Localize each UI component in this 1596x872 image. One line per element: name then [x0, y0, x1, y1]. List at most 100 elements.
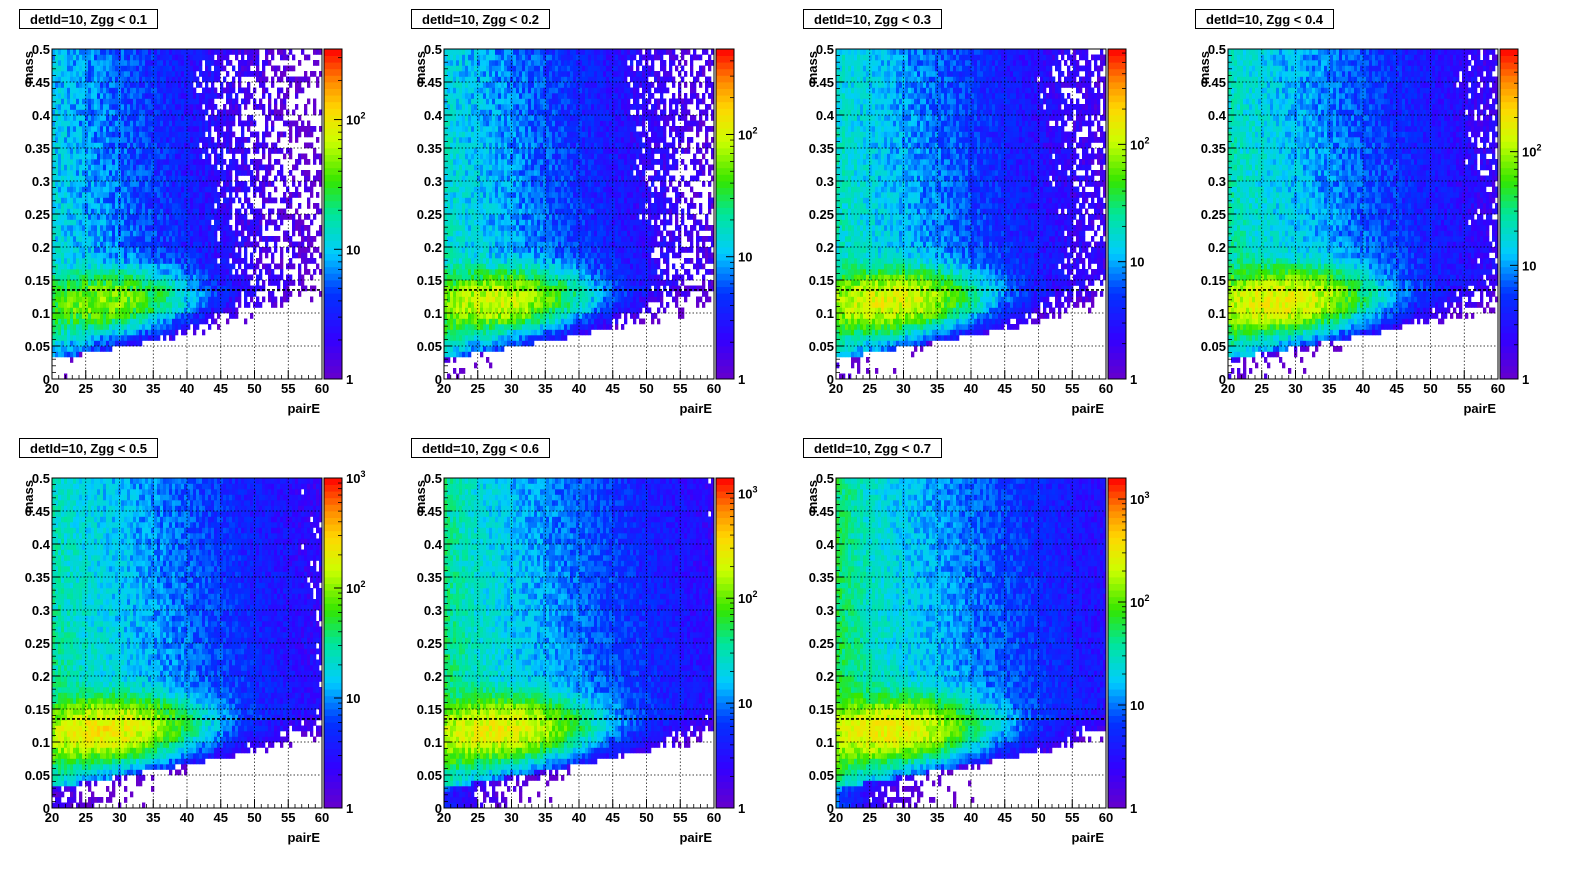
heatmap-cell	[286, 109, 290, 116]
heatmap-cell	[262, 296, 266, 303]
heatmap-cell	[313, 126, 317, 132]
heatmap-cell	[486, 340, 490, 347]
heatmap-cell	[226, 230, 230, 237]
heatmap-cell	[456, 208, 460, 215]
heatmap-cell	[193, 247, 197, 253]
heatmap-cell	[64, 54, 68, 61]
heatmap-cell	[136, 192, 140, 198]
colorbar-band	[324, 247, 342, 254]
heatmap-cell	[100, 71, 104, 77]
heatmap-cell	[73, 197, 77, 204]
heatmap-cell	[468, 252, 472, 259]
heatmap-cell	[76, 329, 80, 336]
heatmap-cell	[109, 208, 113, 215]
heatmap-cell	[67, 126, 71, 132]
y-tick-label: 0.4	[32, 108, 51, 123]
heatmap-cell	[178, 186, 182, 193]
heatmap-cell	[100, 318, 104, 325]
heatmap-cell	[480, 214, 484, 220]
heatmap-cell	[73, 181, 77, 187]
heatmap-cell	[73, 164, 77, 171]
heatmap-cell	[133, 137, 137, 143]
heatmap-cell	[489, 192, 493, 198]
heatmap-cell	[184, 197, 188, 204]
heatmap-cell	[256, 104, 260, 110]
heatmap-cell	[468, 142, 472, 149]
heatmap-cell	[453, 230, 457, 237]
heatmap-cell	[229, 236, 233, 242]
heatmap-cell	[85, 131, 89, 138]
heatmap-cell	[453, 296, 457, 303]
heatmap-cell	[58, 159, 62, 165]
heatmap-cell	[241, 148, 245, 154]
heatmap-cell	[130, 329, 134, 336]
heatmap-cell	[100, 241, 104, 248]
heatmap-cell	[67, 258, 71, 264]
heatmap-cell	[289, 153, 293, 160]
heatmap-cell	[205, 142, 209, 149]
heatmap-cell	[190, 175, 194, 182]
heatmap-cell	[64, 131, 68, 138]
heatmap-cell	[450, 285, 454, 292]
heatmap-cell	[73, 153, 77, 160]
heatmap-cell	[453, 60, 457, 66]
heatmap-cell	[133, 214, 137, 220]
heatmap-cell	[157, 109, 161, 116]
heatmap-cell	[142, 236, 146, 242]
heatmap-cell	[103, 192, 107, 198]
heatmap-cell	[145, 181, 149, 187]
heatmap-cell	[190, 71, 194, 77]
heatmap-cell	[480, 307, 484, 314]
heatmap-cell	[235, 49, 239, 55]
heatmap-cell	[133, 164, 137, 171]
heatmap-cell	[148, 71, 152, 77]
heatmap-cell	[67, 296, 71, 303]
heatmap-cell	[118, 307, 122, 314]
heatmap-cell	[52, 197, 56, 204]
heatmap-cell	[262, 280, 266, 286]
heatmap-cell	[199, 252, 203, 259]
heatmap-cell	[465, 274, 469, 281]
heatmap-cell	[238, 263, 242, 270]
heatmap-cell	[85, 120, 89, 127]
heatmap-cell	[70, 115, 74, 121]
heatmap-cell	[106, 71, 110, 77]
heatmap-cell	[94, 219, 98, 226]
heatmap-cell	[142, 291, 146, 297]
heatmap-cell	[244, 87, 248, 94]
heatmap-cell	[157, 335, 161, 341]
heatmap-cell	[94, 203, 98, 209]
heatmap-cell	[127, 203, 131, 209]
heatmap-cell	[474, 258, 478, 264]
heatmap-cell	[145, 236, 149, 242]
heatmap-cell	[97, 181, 101, 187]
heatmap-cell	[70, 236, 74, 242]
heatmap-cell	[61, 76, 65, 83]
heatmap-cell	[88, 247, 92, 253]
heatmap-cell	[459, 126, 463, 132]
heatmap-cell	[139, 280, 143, 286]
heatmap-cell	[79, 192, 83, 198]
heatmap-cell	[453, 170, 457, 176]
heatmap-cell	[262, 236, 266, 242]
heatmap-cell	[85, 280, 89, 286]
heatmap-cell	[265, 263, 269, 270]
heatmap-cell	[79, 54, 83, 61]
heatmap-cell	[465, 335, 469, 341]
heatmap-cell	[121, 296, 125, 303]
heatmap-cell	[447, 318, 451, 325]
heatmap-cell	[196, 93, 200, 99]
heatmap-cell	[229, 214, 233, 220]
heatmap-cell	[295, 186, 299, 193]
heatmap-cell	[471, 186, 475, 193]
heatmap-cell	[480, 137, 484, 143]
heatmap-cell	[465, 247, 469, 253]
heatmap-cell	[100, 203, 104, 209]
heatmap-cell	[307, 142, 311, 149]
heatmap-cell	[76, 60, 80, 66]
colorbar-band	[324, 187, 342, 195]
heatmap-cell	[52, 115, 56, 121]
heatmap-cell	[480, 252, 484, 259]
heatmap-cell	[163, 230, 167, 237]
heatmap-cell	[145, 274, 149, 281]
